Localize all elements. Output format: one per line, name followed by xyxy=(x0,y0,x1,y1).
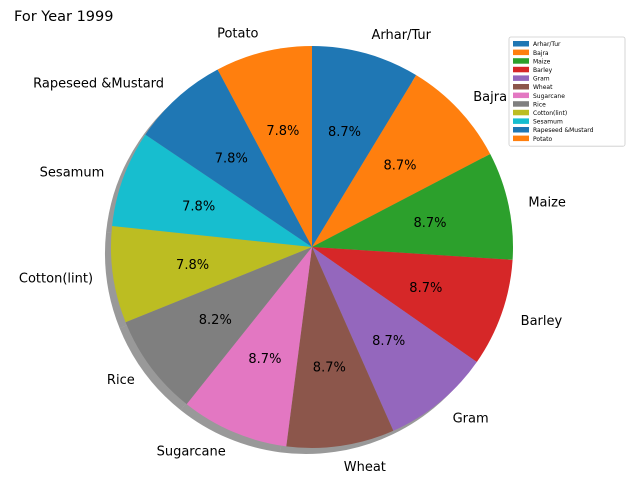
percent-label: 8.7% xyxy=(248,352,281,367)
category-label: Rice xyxy=(107,373,135,388)
category-label: Barley xyxy=(521,314,563,329)
legend-swatch xyxy=(513,118,529,124)
legend-entry-label: Bajra xyxy=(533,50,549,57)
percent-label: 8.7% xyxy=(372,334,405,349)
pie-slice-sugarcane xyxy=(186,247,312,447)
category-label: Sugarcane xyxy=(157,445,226,460)
legend-entry-label: Potato xyxy=(533,136,552,143)
legend-swatch xyxy=(513,109,529,116)
category-label: Potato xyxy=(217,26,258,41)
pie-slice-sesamum xyxy=(112,134,312,247)
pie-slice-potato xyxy=(217,46,312,247)
category-label: Sesamum xyxy=(40,165,105,180)
category-label: Wheat xyxy=(344,460,386,475)
percent-label: 8.7% xyxy=(313,360,346,375)
legend-entry-label: Sesamum xyxy=(533,119,563,126)
legend-swatch xyxy=(513,66,529,73)
legend-entry-label: Maize xyxy=(533,58,551,65)
percent-label: 7.8% xyxy=(215,151,248,166)
pie-slice-cotton-lint- xyxy=(111,225,312,323)
legend-frame xyxy=(508,36,626,147)
category-label: Rapeseed &Mustard xyxy=(33,77,164,92)
legend-swatch xyxy=(513,75,529,81)
legend-swatch xyxy=(513,41,529,47)
pie-slice-rapeseed-mustard xyxy=(145,69,312,247)
legend-entry-label: Rapeseed &Mustard xyxy=(533,127,594,134)
pie-slice-gram xyxy=(312,247,477,431)
category-label: Bajra xyxy=(473,90,507,105)
percent-label: 7.8% xyxy=(182,200,215,215)
pie-slice-bajra xyxy=(312,75,491,248)
percent-label: 8.7% xyxy=(409,281,442,296)
pie-slice-wheat xyxy=(286,247,394,448)
percent-label: 8.7% xyxy=(383,159,416,174)
category-label: Arhar/Tur xyxy=(372,28,432,43)
legend-swatch xyxy=(513,84,529,90)
pie-slice-arhar-tur xyxy=(312,46,417,247)
legend-entry-label: Gram xyxy=(533,76,550,83)
pie-slice-maize xyxy=(312,154,513,260)
legend-entry-label: Arhar/Tur xyxy=(533,41,561,48)
category-label: Gram xyxy=(453,412,489,427)
legend-entry-label: Cotton(lint) xyxy=(533,110,567,117)
pie-slice-barley xyxy=(312,247,513,363)
legend-swatch xyxy=(513,101,529,107)
percent-label: 7.8% xyxy=(176,258,209,273)
legend-swatch xyxy=(513,127,529,133)
legend-swatch xyxy=(513,135,529,142)
legend-entry-label: Rice xyxy=(533,101,546,108)
percent-label: 8.7% xyxy=(413,216,446,231)
category-label: Maize xyxy=(528,195,566,210)
legend-entry-label: Wheat xyxy=(533,84,553,91)
legend-swatch xyxy=(513,49,529,56)
legend-swatch xyxy=(513,58,529,64)
legend-entry-label: Barley xyxy=(533,67,553,74)
legend-entry-label: Sugarcane xyxy=(533,93,565,100)
category-label: Cotton(lint) xyxy=(19,272,93,287)
legend-swatch xyxy=(513,92,529,99)
chart-title: For Year 1999 xyxy=(14,9,114,25)
percent-label: 8.7% xyxy=(328,125,361,140)
pie-slice-rice xyxy=(125,247,313,405)
percent-label: 7.8% xyxy=(266,124,299,139)
percent-label: 8.2% xyxy=(199,313,232,328)
